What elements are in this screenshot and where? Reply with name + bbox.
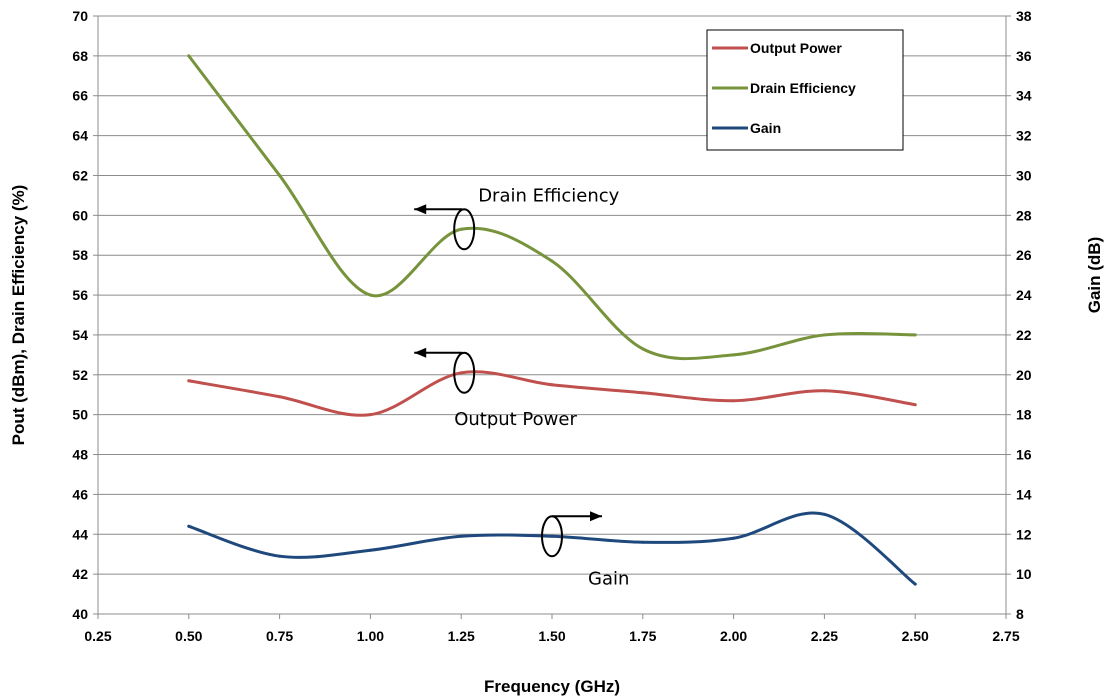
legend-box (706, 29, 904, 151)
y-tick-label: 48 (72, 447, 88, 463)
series-lines (187, 54, 917, 586)
y2-tick-label: 20 (1016, 367, 1032, 383)
annotation-arrowhead-drain-efficiency (414, 204, 427, 215)
data-point-drain-efficiency (913, 333, 917, 337)
x-tick-label: 1.00 (357, 628, 384, 644)
y2-tick-label: 18 (1016, 407, 1032, 423)
data-point-gain (822, 512, 826, 516)
data-point-drain-efficiency (641, 347, 645, 351)
data-point-drain-efficiency (187, 54, 191, 58)
y2-tick-label: 26 (1016, 247, 1032, 263)
x-axis-title: Frequency (GHz) (484, 677, 620, 696)
annotation-label-output-power: Output Power (454, 409, 577, 430)
y2-tick-label: 36 (1016, 48, 1032, 64)
y-tick-label: 44 (72, 526, 88, 542)
y2-tick-label: 12 (1016, 526, 1032, 542)
y-tick-label: 66 (72, 88, 88, 104)
data-point-gain (187, 524, 191, 528)
y2-tick-label: 24 (1016, 287, 1032, 303)
x-tick-label: 2.00 (720, 628, 747, 644)
y-tick-label: 50 (72, 407, 88, 423)
data-point-drain-efficiency (459, 227, 463, 231)
series-line-drain-efficiency (187, 54, 917, 361)
y2-tick-label: 22 (1016, 327, 1032, 343)
legend-label-drain-efficiency: Drain Efficiency (750, 80, 856, 96)
annotation-arrowhead-output-power (414, 347, 427, 358)
x-tick-label: 1.75 (629, 628, 656, 644)
y2-tick-label: 34 (1016, 88, 1032, 104)
y-tick-label: 54 (72, 327, 88, 343)
y-tick-label: 52 (72, 367, 88, 383)
y-tick-label: 68 (72, 48, 88, 64)
data-point-output-power (550, 383, 554, 387)
y2-tick-label: 10 (1016, 566, 1032, 582)
y2-tick-label: 14 (1016, 486, 1032, 502)
y2-axis-title: Gain (dB) (1085, 237, 1104, 314)
data-point-output-power (732, 399, 736, 403)
y-axis-ticks: 40 42 44 46 48 50 52 54 56 58 60 62 64 66 68 70 (72, 8, 98, 622)
annotation-label-drain-efficiency: Drain Efficiency (478, 185, 619, 206)
data-point-output-power (913, 403, 917, 407)
y-tick-label: 58 (72, 247, 88, 263)
y2-tick-label: 8 (1016, 606, 1024, 622)
x-tick-label: 1.50 (538, 628, 565, 644)
x-tick-label: 0.25 (84, 628, 111, 644)
annotation-label-gain: Gain (588, 568, 629, 589)
y-tick-label: 42 (72, 566, 88, 582)
data-point-drain-efficiency (368, 293, 372, 297)
y-axis-title: Pout (dBm), Drain Efficiency (%) (9, 185, 28, 446)
x-axis-ticks: 0.25 0.50 0.75 1.00 1.25 1.50 1.75 2.00 2.25 2.50… (84, 614, 1020, 644)
data-point-drain-efficiency (822, 333, 826, 337)
data-point-drain-efficiency (278, 173, 282, 177)
annotation-ellipse-drain-efficiency (453, 208, 476, 251)
data-point-gain (913, 582, 917, 586)
y2-axis-ticks: 8 10 12 14 16 18 20 22 24 26 28 30 32 34 36 38 (1006, 8, 1032, 622)
data-point-gain (641, 540, 645, 544)
y-tick-label: 46 (72, 486, 88, 502)
x-tick-label: 0.50 (175, 628, 202, 644)
legend-label-gain: Gain (750, 120, 781, 136)
y-tick-label: 60 (72, 207, 88, 223)
annotations: Drain Efficiency Output Power Gain (414, 185, 629, 589)
y2-tick-label: 38 (1016, 8, 1032, 24)
y-tick-label: 64 (72, 128, 88, 144)
data-point-gain (732, 536, 736, 540)
data-point-gain (459, 534, 463, 538)
data-point-drain-efficiency (732, 353, 736, 357)
x-tick-label: 0.75 (266, 628, 293, 644)
data-point-gain (278, 554, 282, 558)
data-point-gain (550, 534, 554, 538)
y-tick-label: 56 (72, 287, 88, 303)
x-tick-label: 1.25 (448, 628, 475, 644)
legend-label-output-power: Output Power (750, 40, 842, 56)
y2-tick-label: 30 (1016, 167, 1032, 183)
x-tick-label: 2.50 (902, 628, 929, 644)
legend-items: Output Power Drain Efficiency Gain (712, 40, 856, 136)
data-point-output-power (368, 413, 372, 417)
x-tick-label: 2.75 (992, 628, 1019, 644)
annotation-ellipse-output-power (453, 351, 476, 394)
annotation-arrowhead-gain (590, 511, 602, 522)
y2-tick-label: 16 (1016, 447, 1032, 463)
data-point-output-power (187, 379, 191, 383)
y-tick-label: 70 (72, 8, 88, 24)
x-tick-label: 2.25 (811, 628, 838, 644)
data-point-gain (368, 548, 372, 552)
y2-tick-label: 32 (1016, 128, 1032, 144)
data-point-output-power (278, 395, 282, 399)
y-tick-label: 40 (72, 606, 88, 622)
data-point-output-power (459, 371, 463, 375)
y2-tick-label: 28 (1016, 207, 1032, 223)
y-tick-label: 62 (72, 167, 88, 183)
data-point-output-power (822, 389, 826, 393)
legend: Output Power Drain Efficiency Gain (706, 29, 904, 151)
data-point-drain-efficiency (550, 259, 554, 263)
data-point-output-power (641, 391, 645, 395)
